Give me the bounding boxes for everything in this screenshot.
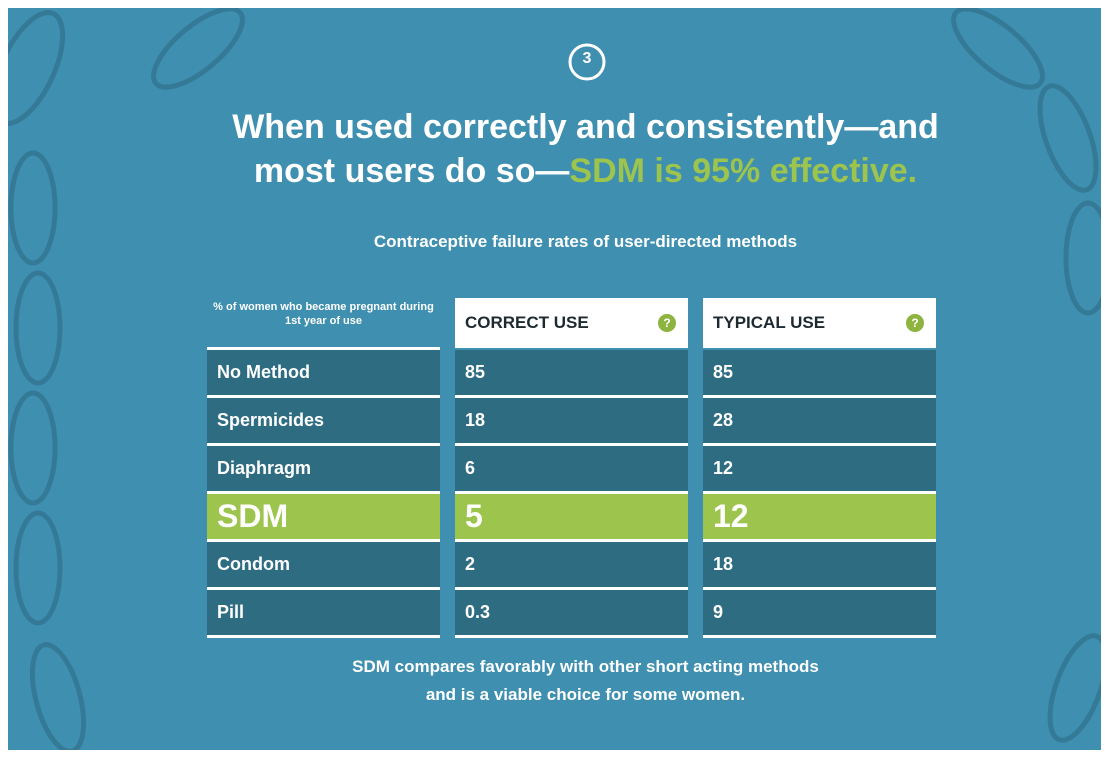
footer: SDM compares favorably with other short …	[8, 653, 1101, 709]
table-cell: 5	[455, 494, 688, 542]
column-header: CORRECT USE?	[455, 298, 688, 348]
table-cell: 2	[455, 542, 688, 590]
title-text: most users do so—	[254, 152, 570, 190]
table-cell: 9	[703, 590, 936, 638]
footer-line: and is a viable choice for some women.	[8, 681, 1101, 709]
title-line: most users do so—SDM is 95% effective.	[8, 149, 1101, 193]
row-label: Diaphragm	[207, 446, 440, 494]
table-cell: 0.3	[455, 590, 688, 638]
row-label: Pill	[207, 590, 440, 638]
subtitle: Contraceptive failure rates of user-dire…	[8, 232, 1101, 252]
title: When used correctly and consistently—and…	[8, 105, 1101, 193]
title-line: When used correctly and consistently—and	[8, 105, 1101, 149]
step-number: 3	[567, 50, 607, 68]
table-cell: 85	[455, 350, 688, 398]
help-icon[interactable]: ?	[906, 314, 924, 332]
infographic: 3 When used correctly and consistently—a…	[8, 8, 1101, 750]
help-icon[interactable]: ?	[658, 314, 676, 332]
row-label: Condom	[207, 542, 440, 590]
table-cell: 28	[703, 398, 936, 446]
title-highlight: SDM is 95% effective.	[569, 152, 917, 190]
page-root: 3 When used correctly and consistently—a…	[0, 0, 1109, 758]
table-cell: 18	[703, 542, 936, 590]
row-header: % of women who became pregnant during 1s…	[207, 300, 440, 350]
footer-line: SDM compares favorably with other short …	[8, 653, 1101, 681]
column-header: TYPICAL USE?	[703, 298, 936, 348]
table-cell: 6	[455, 446, 688, 494]
table-cell: 18	[455, 398, 688, 446]
table-cell: 12	[703, 494, 936, 542]
table-cell: 12	[703, 446, 936, 494]
row-label: Spermicides	[207, 398, 440, 446]
row-label: SDM	[207, 494, 440, 542]
row-label: No Method	[207, 350, 440, 398]
table-cell: 85	[703, 350, 936, 398]
